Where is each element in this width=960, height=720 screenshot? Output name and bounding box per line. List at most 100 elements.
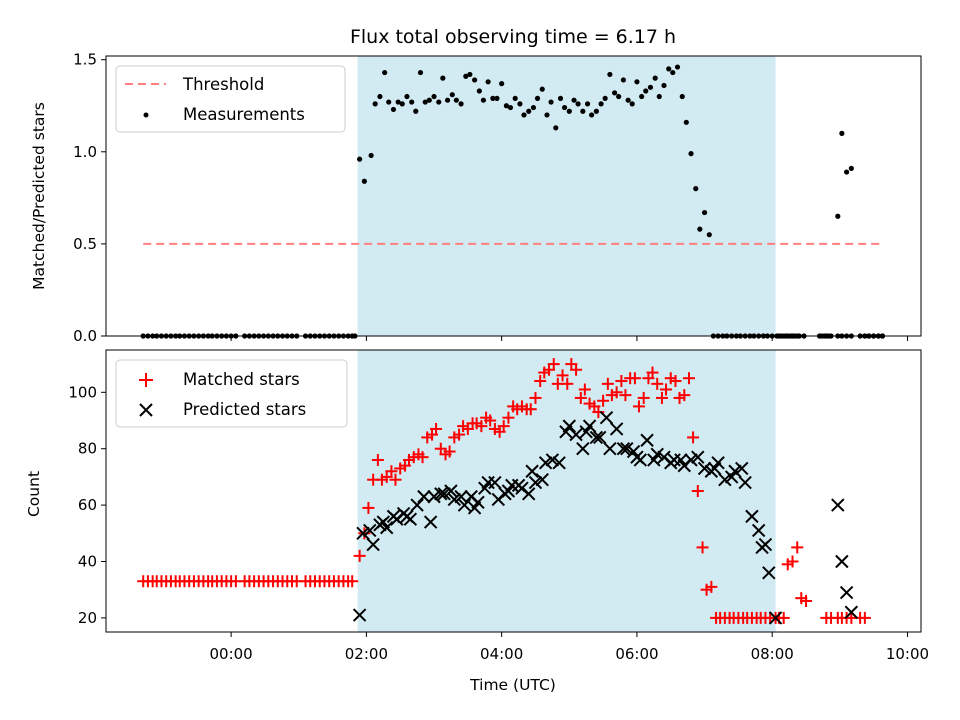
predicted-star-point — [471, 495, 485, 509]
measurement-point — [553, 125, 559, 131]
bottom-x-tick-label: 08:00 — [751, 645, 794, 663]
matched-star-point — [597, 394, 610, 407]
matched-star-point — [632, 400, 645, 413]
measurement-point — [639, 93, 645, 100]
measurement-point — [589, 112, 595, 118]
measurement-point — [566, 108, 572, 114]
measurement-point — [476, 88, 482, 94]
bottom-y-ticks: 20 40 60 80 100 — [68, 383, 106, 627]
measurement-point — [422, 99, 428, 105]
measurement-point — [372, 101, 378, 107]
predicted-star-point — [562, 419, 577, 433]
predicted-star-point — [525, 464, 539, 478]
matched-star-point — [389, 473, 402, 486]
matched-star-point — [443, 445, 456, 458]
matched-star-point — [534, 375, 547, 388]
measurement-point — [534, 95, 541, 101]
predicted-star-point — [545, 453, 560, 467]
measurement-point — [458, 101, 464, 107]
predicted-star-point — [735, 461, 749, 476]
bottom-x-tick-label: 10:00 — [886, 645, 929, 663]
top-shaded-region — [357, 56, 776, 336]
matched-star-point — [619, 389, 632, 402]
predicted-star-point — [589, 430, 604, 445]
measurement-point — [404, 93, 410, 100]
predicted-star-point — [488, 475, 502, 490]
matched-star-point — [660, 383, 673, 396]
measurement-point — [616, 93, 622, 100]
measurement-point — [656, 93, 662, 100]
measurement-point — [584, 101, 591, 107]
matched-star-point — [346, 575, 359, 588]
matched-star-point — [385, 465, 398, 478]
measurement-point — [688, 151, 694, 157]
predicted-star-point — [768, 611, 783, 625]
legend-matched-swatch — [139, 373, 153, 387]
top-legend: Threshold Measurements — [115, 65, 346, 133]
measurement-point — [643, 88, 649, 94]
measurement-point — [544, 112, 550, 118]
measurement-point — [485, 79, 491, 85]
matched-star-point — [578, 383, 591, 396]
top-panel: 0.0 0.5 1.0 1.5 Matched/Predicted stars Thr… — [30, 51, 922, 345]
measurement-point — [526, 108, 532, 114]
measurement-point — [390, 106, 397, 113]
measurement-point — [571, 97, 577, 103]
top-y-tick-label: 1.5 — [73, 51, 97, 69]
measurement-point — [844, 169, 850, 175]
predicted-star-point — [352, 608, 367, 622]
measurement-point — [580, 108, 586, 114]
predicted-star-point — [745, 509, 759, 524]
matched-star-point — [416, 451, 429, 464]
predicted-star-point — [603, 441, 617, 456]
matched-star-point — [683, 372, 696, 385]
matched-star-point — [610, 386, 623, 399]
top-y-tick-label: 0.5 — [73, 235, 97, 253]
predicted-star-point — [457, 498, 472, 512]
measurement-point — [377, 93, 383, 100]
predicted-star-point — [593, 430, 607, 445]
measurement-point — [848, 165, 854, 171]
predicted-star-point — [363, 523, 377, 538]
matched-star-point — [637, 391, 650, 404]
bottom-x-tick-label: 00:00 — [210, 645, 253, 663]
measurement-point — [472, 77, 478, 83]
measurement-point — [652, 75, 658, 81]
measurement-point — [521, 112, 527, 118]
predicted-star-point — [738, 475, 752, 490]
top-y-tick-label: 1.0 — [73, 143, 97, 161]
predicted-star-point — [528, 475, 543, 490]
measurement-point — [382, 69, 388, 76]
matched-star-point — [696, 541, 709, 554]
bottom-x-axis-label: Time (UTC) — [469, 676, 556, 694]
matched-star-point — [669, 375, 682, 388]
bottom-panel: 20 40 60 80 100 00:00 02:00 04:00 06:00 08:00 10:… — [25, 349, 929, 694]
measurement-point — [357, 156, 363, 162]
measurement-point — [683, 119, 689, 125]
measurement-point — [386, 99, 392, 105]
bottom-x-tick-label: 04:00 — [480, 645, 523, 663]
measurement-point — [395, 99, 401, 105]
matched-star-point — [655, 391, 668, 404]
predicted-star-point — [835, 554, 849, 569]
measurement-point — [701, 209, 708, 216]
predicted-star-point — [379, 520, 394, 535]
predicted-star-point — [718, 473, 732, 487]
predicted-star-point — [582, 419, 597, 433]
measurement-point — [835, 213, 841, 219]
matched-star-point — [646, 366, 659, 379]
predicted-stars-points — [352, 410, 859, 625]
predicted-star-point — [640, 433, 654, 447]
matched-star-point — [628, 372, 641, 385]
matched-star-point — [561, 377, 574, 390]
matched-star-point — [453, 428, 466, 441]
top-y-ticks: 0.0 0.5 1.0 1.5 — [73, 51, 106, 345]
matched-star-point — [705, 580, 718, 593]
predicted-star-point — [844, 605, 859, 619]
measurement-point — [697, 226, 703, 232]
bottom-y-tick-label: 80 — [78, 440, 97, 458]
predicted-star-point — [609, 422, 624, 436]
measurement-point — [693, 186, 699, 192]
predicted-star-point — [569, 427, 583, 442]
bottom-shaded-region — [357, 350, 776, 632]
